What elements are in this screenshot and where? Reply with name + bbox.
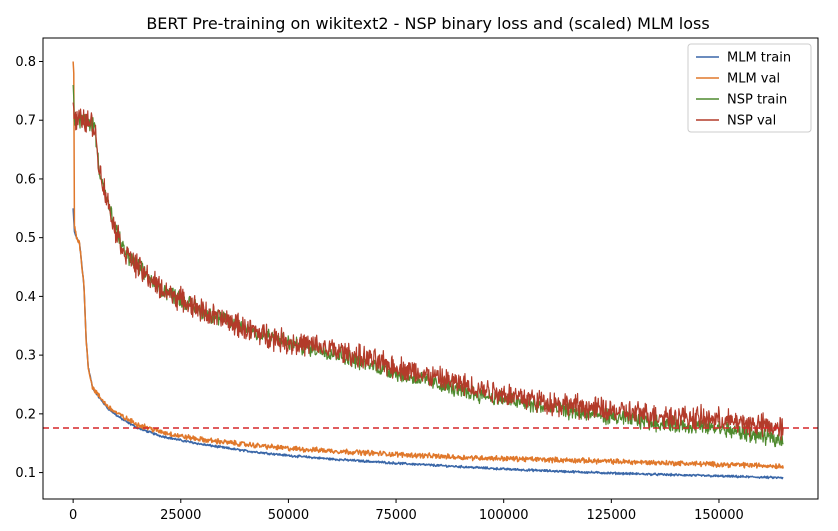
series-line-mlm-val: [72, 61, 784, 470]
y-tick-label: 0.2: [15, 407, 36, 422]
plot-area: [42, 37, 819, 500]
y-tick-label: 0.4: [15, 290, 36, 305]
legend-box: [687, 43, 812, 133]
legend-label: MLM val: [727, 72, 780, 87]
x-tick-label: 75000: [375, 508, 416, 523]
y-tick-label: 0.7: [15, 114, 36, 129]
legend-label: MLM train: [727, 51, 791, 66]
y-tick-label: 0.8: [15, 55, 36, 70]
legend-label: NSP val: [727, 114, 776, 129]
y-axis: 0.1 0.2 0.3 0.4 0.5 0.6 0.7 0.8: [15, 55, 43, 481]
x-tick-label: 125000: [587, 508, 637, 523]
series-line-nsp-val: [72, 102, 784, 441]
axes-frame: [42, 37, 819, 500]
x-tick-label: 50000: [268, 508, 309, 523]
x-tick-label: 100000: [479, 508, 529, 523]
y-tick-label: 0.6: [15, 172, 36, 187]
x-axis: 0 25000 50000 75000 100000 125000 150000: [69, 499, 744, 523]
legend-label: NSP train: [727, 93, 787, 108]
y-tick-label: 0.5: [15, 231, 36, 246]
legend: MLM train MLM val NSP train NSP val: [687, 43, 812, 133]
x-tick-label: 25000: [160, 508, 201, 523]
chart-title: BERT Pre-training on wikitext2 - NSP bin…: [146, 14, 709, 33]
series-line-mlm-train: [72, 208, 784, 480]
y-tick-label: 0.1: [15, 466, 36, 481]
y-tick-label: 0.3: [15, 349, 36, 364]
x-tick-label: 0: [69, 508, 77, 523]
x-tick-label: 150000: [694, 508, 744, 523]
